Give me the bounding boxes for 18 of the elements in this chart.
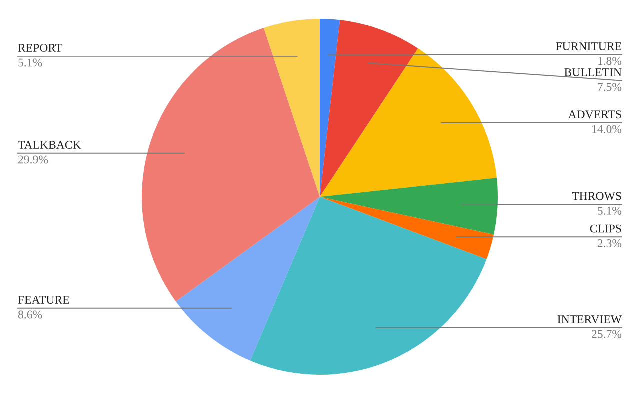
data-label: 29.9% — [18, 156, 48, 164]
slice-label: REPORT — [18, 44, 62, 52]
slice-label: BULLETIN — [564, 68, 622, 76]
slice-label: FURNITURE — [556, 42, 622, 50]
slice-label: CLIPS — [590, 224, 622, 233]
slice-label: TALKBACK — [18, 141, 82, 150]
slice-label: ADVERTS — [568, 110, 622, 119]
data-label: 14.0% — [592, 125, 622, 134]
slice-label: INTERVIEW — [558, 316, 622, 324]
data-label: 1.8% — [598, 57, 622, 66]
data-label: 2.3% — [598, 240, 622, 248]
data-label: 8.6% — [18, 310, 42, 319]
slice-label: FEATURE — [18, 296, 70, 304]
data-label: 25.7% — [592, 330, 622, 338]
slice-label: THROWS — [572, 192, 622, 200]
data-label: 5.1% — [598, 206, 622, 215]
data-label: 5.1% — [18, 58, 42, 67]
data-label: 7.5% — [598, 83, 622, 92]
